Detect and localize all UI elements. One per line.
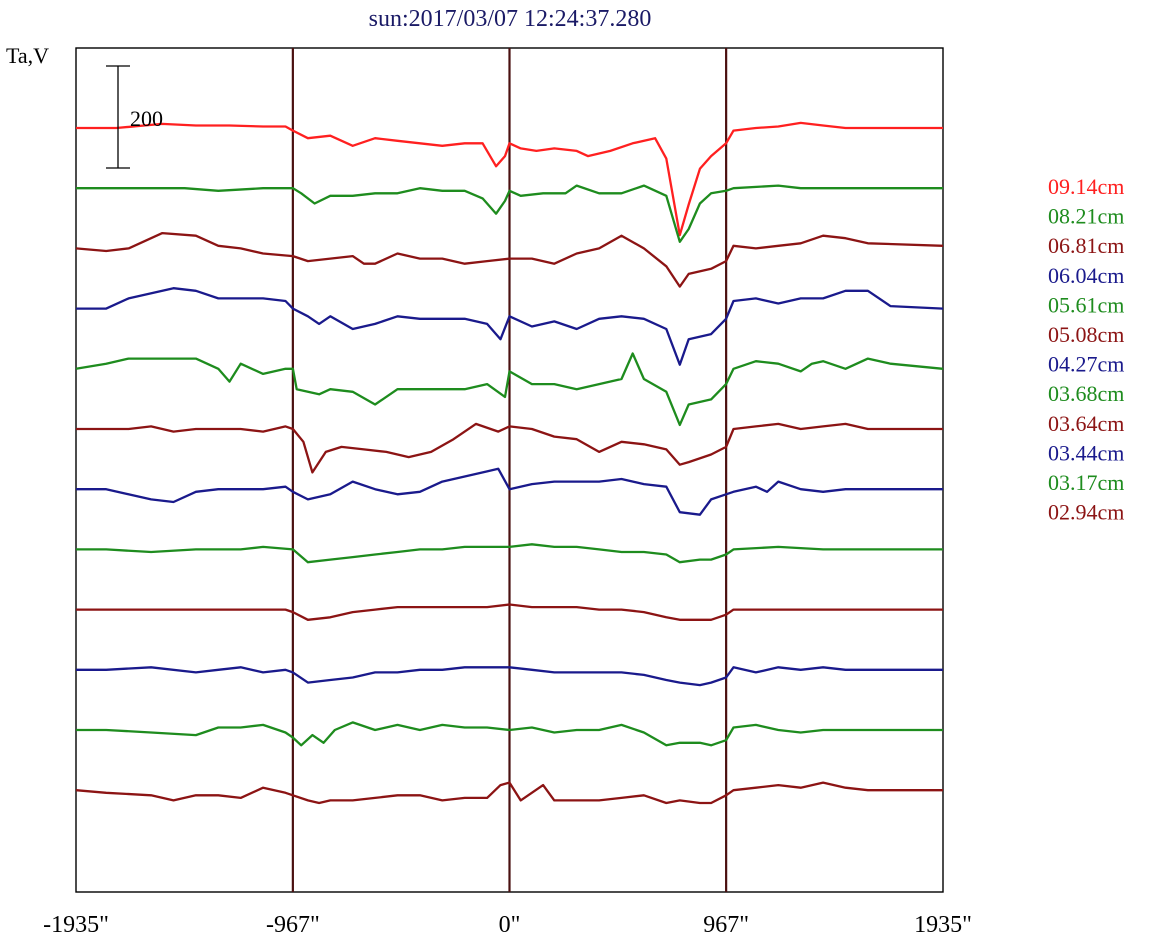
legend-entry: 03.68cm <box>1048 381 1124 406</box>
chart-title: sun:2017/03/07 12:24:37.280 <box>369 6 652 32</box>
legend-entry: 08.21cm <box>1048 204 1124 229</box>
legend-entry: 02.94cm <box>1048 500 1124 525</box>
x-tick-label: 1935" <box>914 912 972 938</box>
series-line-08.21cm <box>76 184 943 243</box>
legend-entry: 03.17cm <box>1048 470 1124 495</box>
legend-entry: 05.08cm <box>1048 322 1124 347</box>
scale-bar-label: 200 <box>130 106 163 131</box>
x-tick-label: 967" <box>703 912 749 938</box>
series-line-03.68cm <box>76 543 943 564</box>
x-tick-label: -1935" <box>43 912 109 938</box>
series-line-03.64cm <box>76 603 943 621</box>
series-line-05.08cm <box>76 422 943 474</box>
series-line-05.61cm <box>75 352 944 427</box>
series-line-03.17cm <box>76 721 943 747</box>
legend-entry: 06.81cm <box>1048 233 1124 258</box>
scale-bar: 200 <box>106 65 163 169</box>
legend-entry: 06.04cm <box>1048 263 1124 288</box>
legend-entry: 09.14cm <box>1048 174 1124 199</box>
series-line-03.44cm <box>76 666 943 687</box>
series-line-06.04cm <box>76 287 944 366</box>
series-line-09.14cm <box>76 121 943 237</box>
series-line-02.94cm <box>75 781 943 805</box>
x-tick-label: -967" <box>266 912 320 938</box>
legend-entry: 03.44cm <box>1048 440 1124 465</box>
legend-entry: 03.64cm <box>1048 411 1124 436</box>
y-axis-label: Ta,V <box>6 43 49 68</box>
x-tick-label: 0" <box>499 912 521 938</box>
series-line-06.81cm <box>75 231 944 288</box>
legend-entry: 04.27cm <box>1048 352 1124 377</box>
series-line-04.27cm <box>76 467 943 516</box>
legend-entry: 05.61cm <box>1048 292 1124 317</box>
